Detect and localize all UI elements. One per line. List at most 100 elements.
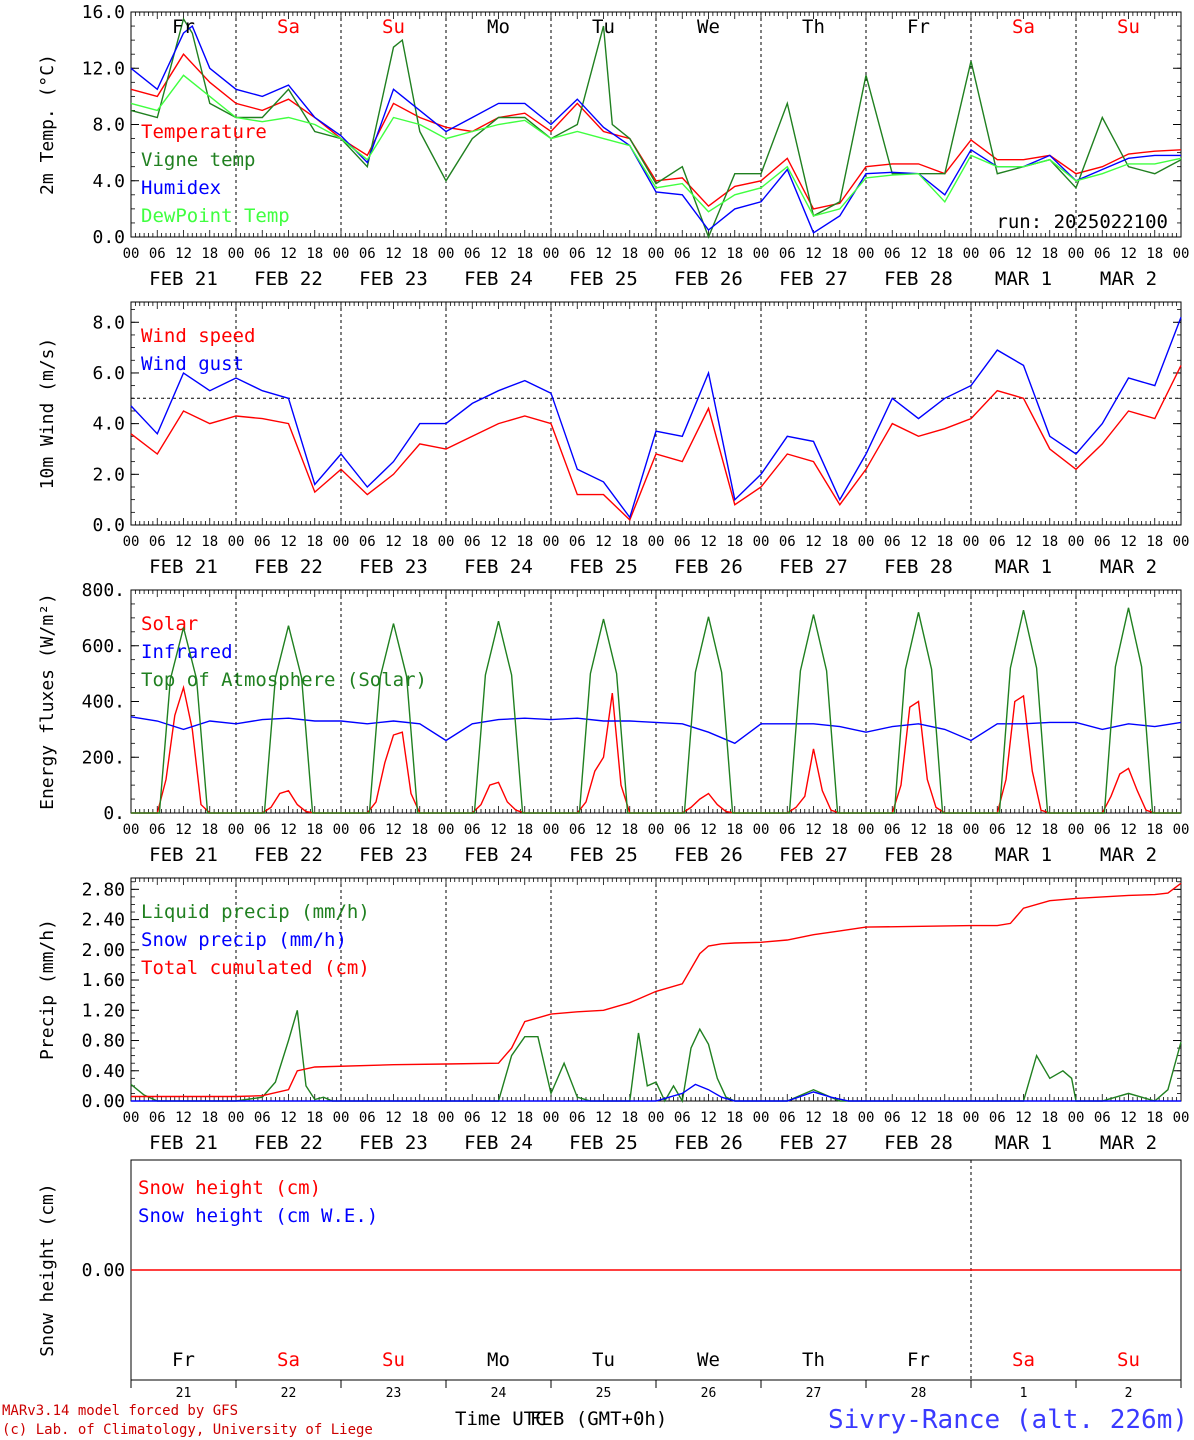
temp-hour-label: 18	[1041, 246, 1058, 262]
wind-legend-entry: Wind gust	[141, 353, 244, 375]
energy-hour-label: 18	[726, 822, 743, 838]
weekday-label: Su	[1117, 16, 1140, 38]
weekday-label: Th	[802, 16, 825, 38]
energy-y-tick-label: 0.	[103, 803, 125, 824]
wind-hour-label: 12	[280, 534, 297, 550]
temp-y-axis-label: 2m Temp. (°C)	[37, 54, 58, 195]
energy-hour-label: 06	[149, 822, 166, 838]
wind-y-tick-label: 4.0	[92, 414, 125, 435]
energy-date-label: MAR 2	[1100, 844, 1157, 866]
temp-hour-label: 12	[595, 246, 612, 262]
precip-hour-label: 18	[411, 1110, 428, 1126]
wind-y-tick-label: 0.0	[92, 515, 125, 536]
wind-hour-label: 06	[149, 534, 166, 550]
wind-date-label: MAR 2	[1100, 556, 1157, 578]
precip-y-tick-label: 0.00	[82, 1091, 125, 1112]
precip-date-label: FEB 27	[779, 1132, 848, 1154]
energy-hour-label: 18	[831, 822, 848, 838]
temp-date-label: FEB 26	[674, 268, 743, 290]
precip-hour-label: 18	[831, 1110, 848, 1126]
energy-hour-label: 12	[1120, 822, 1137, 838]
precip-hour-label: 06	[254, 1110, 271, 1126]
energy-hour-label: 18	[1146, 822, 1163, 838]
snow-day-number: 21	[176, 1386, 192, 1401]
wind-hour-label: 12	[805, 534, 822, 550]
energy-date-label: FEB 25	[569, 844, 638, 866]
wind-date-label: FEB 27	[779, 556, 848, 578]
weekday-label: Sa	[277, 16, 300, 38]
temp-hour-label: 12	[175, 246, 192, 262]
wind-series-wind-speed	[130, 365, 1182, 522]
wind-y-axis-label: 10m Wind (m/s)	[37, 338, 58, 490]
precip-hour-label: 06	[674, 1110, 691, 1126]
precip-hour-label: 18	[516, 1110, 533, 1126]
wind-y-tick-label: 6.0	[92, 363, 125, 384]
wind-hour-label: 00	[333, 534, 350, 550]
precip-y-tick-label: 1.20	[82, 1000, 125, 1021]
temp-date-label: MAR 2	[1100, 268, 1157, 290]
weekday-label: Tu	[592, 16, 615, 38]
energy-y-tick-label: 400.	[82, 692, 125, 713]
run-label: run: 2025022100	[996, 211, 1168, 233]
precip-hour-label: 00	[858, 1110, 875, 1126]
temp-hour-label: 18	[831, 246, 848, 262]
temp-hour-label: 06	[1094, 246, 1111, 262]
wind-hour-label: 00	[543, 534, 560, 550]
temp-hour-label: 12	[910, 246, 927, 262]
energy-date-label: FEB 26	[674, 844, 743, 866]
precip-date-label: FEB 23	[359, 1132, 428, 1154]
precip-series-snow-precip-mm-h	[131, 1083, 1181, 1102]
precip-date-label: FEB 25	[569, 1132, 638, 1154]
wind-hour-label: 00	[1068, 534, 1085, 550]
wind-legend-entry: Wind speed	[141, 325, 255, 347]
temp-hour-label: 18	[936, 246, 953, 262]
energy-hour-label: 00	[123, 822, 140, 838]
wind-date-label: FEB 23	[359, 556, 428, 578]
energy-date-label: MAR 1	[995, 844, 1052, 866]
energy-hour-label: 18	[936, 822, 953, 838]
precip-y-tick-label: 0.80	[82, 1031, 125, 1052]
temp-series-humidex	[130, 24, 1181, 234]
energy-hour-label: 12	[490, 822, 507, 838]
temp-date-label: FEB 28	[884, 268, 953, 290]
snow-weekday-label: Fr	[172, 1349, 195, 1371]
snow-y-axis-label: Snow height (cm)	[37, 1183, 58, 1356]
temp-hour-label: 18	[1146, 246, 1163, 262]
precip-date-label: FEB 22	[254, 1132, 323, 1154]
temp-y-tick-label: 4.0	[92, 171, 125, 192]
precip-hour-label: 12	[700, 1110, 717, 1126]
wind-hour-label: 18	[1041, 534, 1058, 550]
energy-hour-label: 00	[228, 822, 245, 838]
wind-hour-label: 12	[910, 534, 927, 550]
wind-hour-label: 06	[359, 534, 376, 550]
temp-hour-label: 06	[884, 246, 901, 262]
precip-hour-label: 12	[175, 1110, 192, 1126]
wind-hour-label: 12	[1015, 534, 1032, 550]
precip-hour-label: 18	[1041, 1110, 1058, 1126]
precip-hour-label: 00	[1068, 1110, 1085, 1126]
temp-hour-label: 06	[779, 246, 796, 262]
wind-hour-label: 06	[674, 534, 691, 550]
precip-hour-label: 12	[385, 1110, 402, 1126]
energy-hour-label: 00	[753, 822, 770, 838]
temp-legend-entry: Vigne temp	[141, 149, 255, 171]
energy-hour-label: 12	[700, 822, 717, 838]
wind-hour-label: 12	[385, 534, 402, 550]
wind-hour-label: 06	[1094, 534, 1111, 550]
temp-hour-label: 06	[254, 246, 271, 262]
precip-hour-label: 00	[228, 1110, 245, 1126]
weekday-label: Fr	[172, 16, 195, 38]
time-axis-label-b: FEB (GMT+0h)	[530, 1408, 667, 1430]
wind-date-label: MAR 1	[995, 556, 1052, 578]
precip-hour-label: 06	[464, 1110, 481, 1126]
temp-hour-label: 12	[805, 246, 822, 262]
weekday-label: Sa	[1012, 16, 1035, 38]
wind-hour-label: 06	[569, 534, 586, 550]
precip-hour-label: 00	[1173, 1110, 1190, 1126]
temp-hour-label: 00	[1173, 246, 1190, 262]
energy-hour-label: 12	[385, 822, 402, 838]
precip-hour-label: 00	[438, 1110, 455, 1126]
precip-date-label: FEB 28	[884, 1132, 953, 1154]
temp-hour-label: 06	[464, 246, 481, 262]
precip-hour-label: 06	[989, 1110, 1006, 1126]
